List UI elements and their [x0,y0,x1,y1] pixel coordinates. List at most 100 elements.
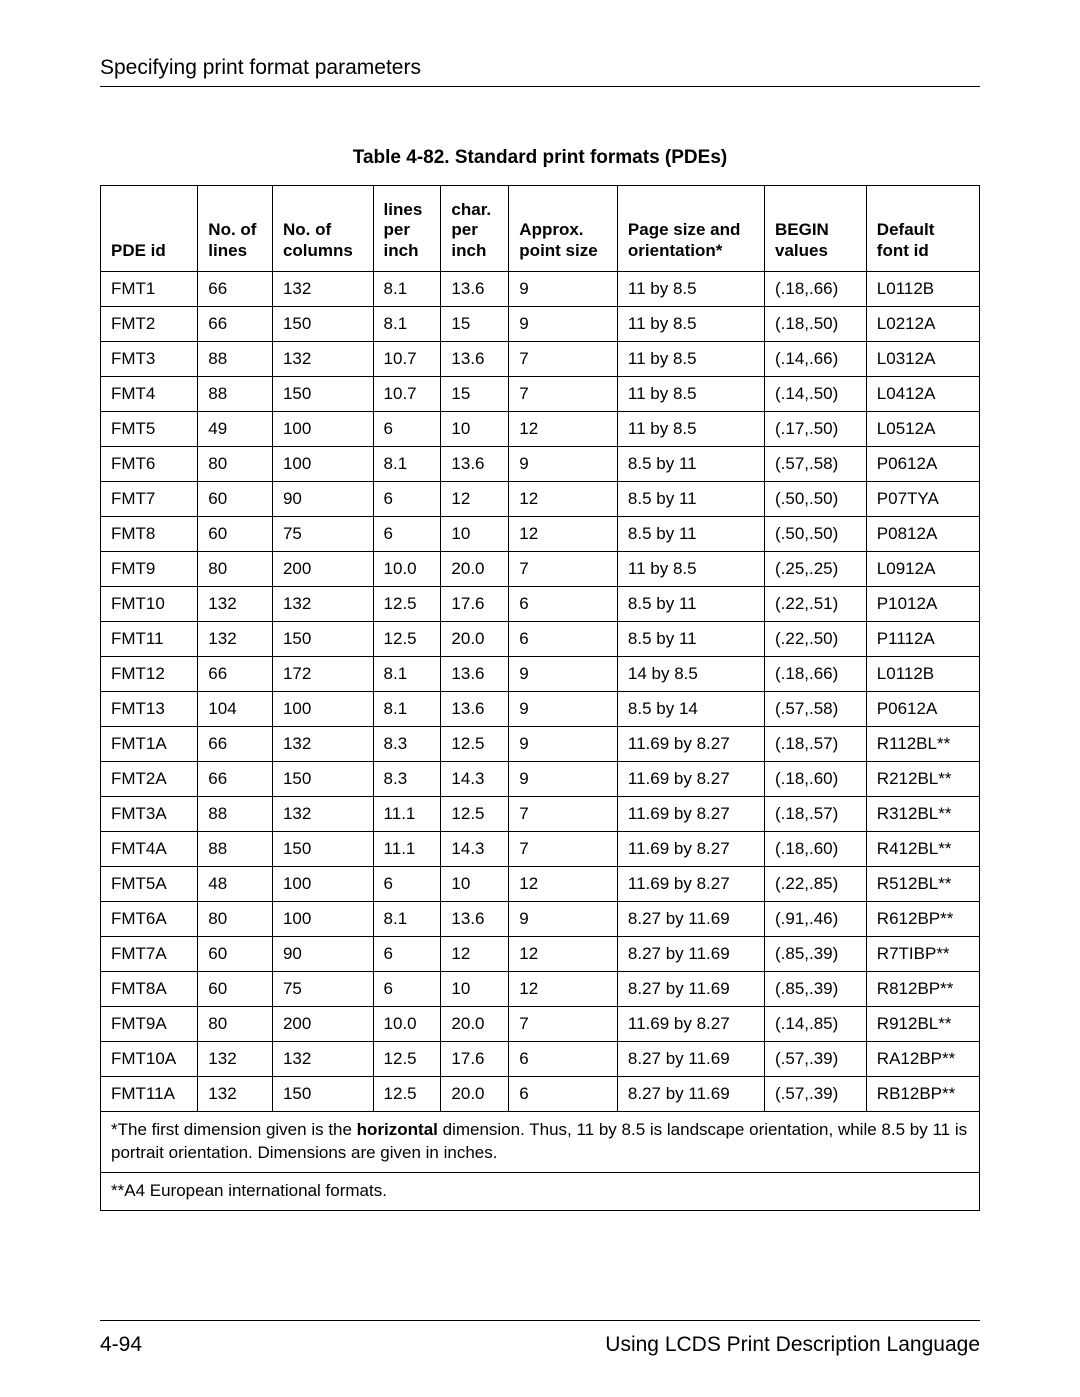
cell-r1-c4: 15 [441,307,509,342]
cell-r22-c4: 17.6 [441,1042,509,1077]
cell-r17-c0: FMT5A [101,867,198,902]
cell-r16-c4: 14.3 [441,832,509,867]
cell-r2-c1: 88 [198,342,273,377]
cell-r10-c5: 6 [509,622,618,657]
cell-r21-c8: R912BL** [866,1007,979,1042]
footer-rule [100,1320,980,1321]
cell-r12-c4: 13.6 [441,692,509,727]
cell-r12-c8: P0612A [866,692,979,727]
cell-r5-c4: 13.6 [441,447,509,482]
cell-r9-c0: FMT10 [101,587,198,622]
cell-r9-c5: 6 [509,587,618,622]
cell-r3-c3: 10.7 [373,377,441,412]
cell-r7-c1: 60 [198,517,273,552]
cell-r7-c6: 8.5 by 11 [617,517,764,552]
cell-r10-c3: 12.5 [373,622,441,657]
cell-r2-c4: 13.6 [441,342,509,377]
cell-r9-c7: (.22,.51) [764,587,866,622]
cell-r15-c2: 132 [272,797,373,832]
col-header-4: char.perinch [441,186,509,272]
cell-r12-c0: FMT13 [101,692,198,727]
table-body: FMT1661328.113.6911 by 8.5(.18,.66)L0112… [101,272,980,1112]
col-header-1: No. oflines [198,186,273,272]
cell-r1-c8: L0212A [866,307,979,342]
table-row: FMT131041008.113.698.5 by 14(.57,.58)P06… [101,692,980,727]
table-caption: Table 4-82. Standard print formats (PDEs… [100,147,980,169]
cell-r3-c2: 150 [272,377,373,412]
cell-r6-c0: FMT7 [101,482,198,517]
cell-r8-c3: 10.0 [373,552,441,587]
table-row: FMT6801008.113.698.5 by 11(.57,.58)P0612… [101,447,980,482]
section-title: Specifying print format parameters [100,56,980,80]
cell-r22-c1: 132 [198,1042,273,1077]
cell-r0-c4: 13.6 [441,272,509,307]
page: Specifying print format parameters Table… [0,0,1080,1397]
cell-r13-c7: (.18,.57) [764,727,866,762]
cell-r11-c3: 8.1 [373,657,441,692]
cell-r7-c7: (.50,.50) [764,517,866,552]
cell-r16-c6: 11.69 by 8.27 [617,832,764,867]
cell-r7-c4: 10 [441,517,509,552]
cell-r22-c6: 8.27 by 11.69 [617,1042,764,1077]
cell-r11-c6: 14 by 8.5 [617,657,764,692]
cell-r3-c7: (.14,.50) [764,377,866,412]
cell-r3-c1: 88 [198,377,273,412]
doc-title: Using LCDS Print Description Language [605,1333,980,1357]
col-header-2: No. ofcolumns [272,186,373,272]
table-row: FMT8A6075610128.27 by 11.69(.85,.39)R812… [101,972,980,1007]
cell-r11-c5: 9 [509,657,618,692]
cell-r3-c5: 7 [509,377,618,412]
cell-r8-c2: 200 [272,552,373,587]
col-header-7: BEGINvalues [764,186,866,272]
cell-r21-c2: 200 [272,1007,373,1042]
table-row: FMT3A8813211.112.5711.69 by 8.27(.18,.57… [101,797,980,832]
cell-r20-c3: 6 [373,972,441,1007]
cell-r1-c0: FMT2 [101,307,198,342]
cell-r6-c4: 12 [441,482,509,517]
cell-r6-c5: 12 [509,482,618,517]
table-row: FMT2661508.115911 by 8.5(.18,.50)L0212A [101,307,980,342]
footnote2-text: **A4 European international formats. [101,1173,980,1211]
table-row: FMT1113215012.520.068.5 by 11(.22,.50)P1… [101,622,980,657]
cell-r20-c5: 12 [509,972,618,1007]
page-number: 4-94 [100,1333,142,1357]
cell-r17-c5: 12 [509,867,618,902]
cell-r18-c7: (.91,.46) [764,902,866,937]
cell-r10-c2: 150 [272,622,373,657]
cell-r0-c6: 11 by 8.5 [617,272,764,307]
cell-r0-c3: 8.1 [373,272,441,307]
cell-r14-c8: R212BL** [866,762,979,797]
cell-r4-c5: 12 [509,412,618,447]
cell-r0-c5: 9 [509,272,618,307]
cell-r19-c0: FMT7A [101,937,198,972]
col-header-3: linesperinch [373,186,441,272]
cell-r9-c1: 132 [198,587,273,622]
cell-r14-c0: FMT2A [101,762,198,797]
cell-r4-c8: L0512A [866,412,979,447]
cell-r1-c6: 11 by 8.5 [617,307,764,342]
cell-r14-c1: 66 [198,762,273,797]
cell-r4-c2: 100 [272,412,373,447]
cell-r0-c0: FMT1 [101,272,198,307]
cell-r6-c3: 6 [373,482,441,517]
table-row: FMT12661728.113.6914 by 8.5(.18,.66)L011… [101,657,980,692]
cell-r11-c8: L0112B [866,657,979,692]
cell-r13-c3: 8.3 [373,727,441,762]
cell-r11-c2: 172 [272,657,373,692]
cell-r9-c4: 17.6 [441,587,509,622]
cell-r2-c7: (.14,.66) [764,342,866,377]
cell-r9-c8: P1012A [866,587,979,622]
cell-r22-c0: FMT10A [101,1042,198,1077]
cell-r23-c6: 8.27 by 11.69 [617,1077,764,1112]
footnote1-prefix: *The first dimension given is the [111,1120,357,1139]
cell-r7-c5: 12 [509,517,618,552]
cell-r8-c4: 20.0 [441,552,509,587]
cell-r21-c3: 10.0 [373,1007,441,1042]
cell-r23-c2: 150 [272,1077,373,1112]
cell-r17-c8: R512BL** [866,867,979,902]
cell-r19-c6: 8.27 by 11.69 [617,937,764,972]
cell-r7-c3: 6 [373,517,441,552]
cell-r13-c1: 66 [198,727,273,762]
cell-r5-c0: FMT6 [101,447,198,482]
table-row: FMT7A6090612128.27 by 11.69(.85,.39)R7TI… [101,937,980,972]
